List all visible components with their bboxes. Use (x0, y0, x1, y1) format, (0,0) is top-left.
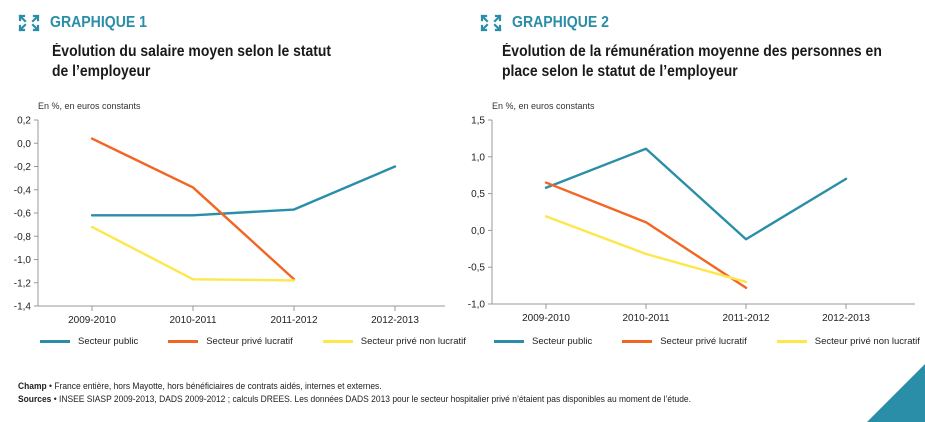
graph-label: GRAPHIQUE 2 (512, 14, 610, 31)
y-tick-label: -0,4 (14, 185, 32, 196)
series-line-1 (90, 165, 397, 217)
line-chart-2: En %, en euros constants 1,5 1,0 0,5 0,0 -0,5… (468, 101, 915, 324)
legend-swatch (622, 340, 653, 343)
chart-title: Évolution de la rémunération moyenne des… (502, 43, 882, 80)
legend-label: Secteur public (532, 336, 593, 347)
legend-item-prive-lucratif: Secteur privé lucratif (622, 336, 747, 347)
y-tick-label: 1,5 (471, 116, 485, 127)
legend-item-prive-lucratif: Secteur privé lucratif (168, 336, 293, 347)
y-tick-label: -1,2 (14, 278, 32, 289)
legend-item-public: Secteur public (40, 336, 138, 347)
legend-swatch (40, 340, 70, 343)
sources-text: • INSEE SIASP 2009-2013, DADS 2009-2012 … (51, 394, 691, 404)
chart-notes: Champ • France entière, hors Mayotte, ho… (18, 380, 691, 406)
legend-1: Secteur public Secteur privé lucratif Se… (40, 336, 496, 347)
chart-panel-2: GRAPHIQUE 2 Évolution de la rémunération… (462, 0, 920, 372)
line-chart-1: En %, en euros constants 0,2 0,0 -0,2 -0,4 -0… (14, 101, 445, 326)
y-axis-label: En %, en euros constants (38, 101, 141, 111)
y-tick-label: -1,4 (14, 302, 32, 313)
y-axis-label: En %, en euros constants (492, 101, 595, 111)
champ-text: • France entière, hors Mayotte, hors bén… (46, 381, 382, 391)
legend-label: Secteur privé non lucratif (814, 336, 920, 347)
legend-swatch (322, 340, 353, 343)
legend-item-public: Secteur public (494, 336, 592, 347)
legend-item-prive-non-lucratif: Secteur privé non lucratif (776, 336, 920, 347)
sources-note: Sources • INSEE SIASP 2009-2013, DADS 20… (18, 393, 691, 406)
legend-swatch (168, 340, 199, 343)
y-tick-label: 0,0 (471, 226, 485, 237)
legend-label: Secteur privé lucratif (660, 336, 747, 347)
x-tick-label: 2010-2011 (622, 313, 670, 324)
y-tick-label: -0,8 (14, 232, 32, 243)
x-tick-label: 2011-2012 (722, 313, 770, 324)
series-line-2 (544, 181, 748, 290)
y-tick-label: 0,0 (17, 139, 31, 150)
y-tick-label: 1,0 (471, 152, 485, 163)
y-tick-label: -1,0 (468, 300, 486, 311)
chart-header-2: GRAPHIQUE 2 (480, 14, 622, 32)
corner-decoration (867, 364, 925, 422)
legend-swatch (776, 340, 807, 343)
legend-label: Secteur privé non lucratif (360, 336, 466, 347)
sources-label: Sources (18, 394, 52, 404)
series-line-2 (90, 137, 296, 281)
expand-icon[interactable] (480, 14, 502, 32)
legend-swatch (494, 340, 524, 343)
chart-header-1: GRAPHIQUE 1 (18, 14, 160, 32)
series-line-1 (544, 147, 848, 241)
series-line-3 (544, 215, 748, 284)
legend-label: Secteur public (78, 336, 139, 347)
expand-icon[interactable] (18, 14, 40, 32)
legend-item-prive-non-lucratif: Secteur privé non lucratif (322, 336, 466, 347)
x-tick-label: 2012-2013 (371, 315, 419, 326)
y-tick-label: 0,2 (17, 116, 31, 127)
y-tick-label: -0,2 (14, 162, 32, 173)
y-tick-label: -0,6 (14, 209, 32, 220)
x-tick-label: 2009-2010 (68, 315, 116, 326)
x-tick-label: 2012-2013 (822, 313, 870, 324)
champ-note: Champ • France entière, hors Mayotte, ho… (18, 380, 691, 393)
graph-label: GRAPHIQUE 1 (50, 14, 148, 31)
y-tick-label: -1,0 (14, 255, 32, 266)
champ-label: Champ (18, 381, 47, 391)
chart-title: Évolution du salaire moyen selon le stat… (52, 43, 332, 80)
series-line-3 (90, 225, 296, 282)
x-tick-label: 2011-2012 (270, 315, 318, 326)
y-tick-label: -0,5 (468, 263, 486, 274)
legend-label: Secteur privé lucratif (206, 336, 293, 347)
legend-2: Secteur public Secteur privé lucratif Se… (494, 336, 925, 347)
x-tick-label: 2010-2011 (169, 315, 217, 326)
y-tick-label: 0,5 (471, 189, 485, 200)
x-tick-label: 2009-2010 (522, 313, 570, 324)
chart-panel-1: GRAPHIQUE 1 Évolution du salaire moyen s… (0, 0, 466, 372)
